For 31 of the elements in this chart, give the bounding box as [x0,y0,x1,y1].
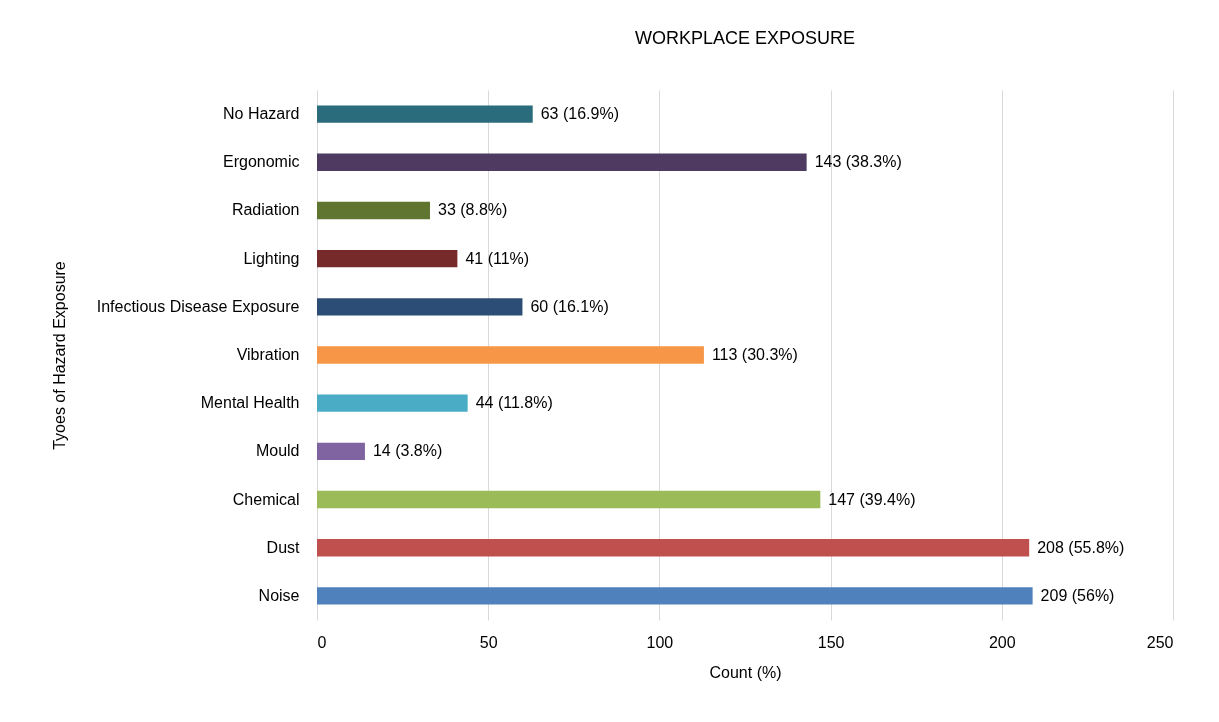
x-tick-label: 150 [817,633,845,651]
x-tick-label: 0 [317,633,327,651]
y-tick-label: Noise [258,586,300,604]
data-label: 41 (11%) [465,249,530,267]
x-tick-label: 250 [1146,633,1174,651]
data-label: 147 (39.4%) [828,490,916,508]
data-label: 44 (11.8%) [475,394,553,412]
y-axis-title: Tyoes of Hazard Exposure [50,261,68,450]
y-tick-label: Ergonomic [223,153,300,171]
x-tick-label: 100 [646,633,674,651]
y-tick-label: Mental Health [200,394,300,412]
data-label: 63 (16.9%) [540,105,619,123]
data-label: 209 (56%) [1040,586,1115,604]
data-label: 14 (3.8%) [372,442,443,460]
y-tick-label: Lighting [243,249,300,267]
data-label: 208 (55.8%) [1037,538,1125,556]
x-tick-label: 50 [479,633,498,651]
y-tick-label: No Hazard [223,105,300,123]
y-tick-label: Vibration [236,346,300,363]
data-label: 33 (8.8%) [437,201,508,219]
y-tick-label: Chemical [232,490,300,508]
x-tick-label: 200 [988,633,1016,651]
data-label: 143 (38.3%) [814,153,902,171]
data-label: 113 (30.3%) [711,346,798,363]
y-tick-label: Dust [266,538,301,556]
y-tick-label: Infectious Disease Exposure [96,297,300,315]
data-label: 60 (16.1%) [530,297,609,315]
y-tick-label: Radiation [231,201,300,219]
x-axis-title: Count (%) [709,663,782,681]
y-tick-label: Mould [255,442,300,460]
chart-title: WORKPLACE EXPOSURE [634,28,856,48]
